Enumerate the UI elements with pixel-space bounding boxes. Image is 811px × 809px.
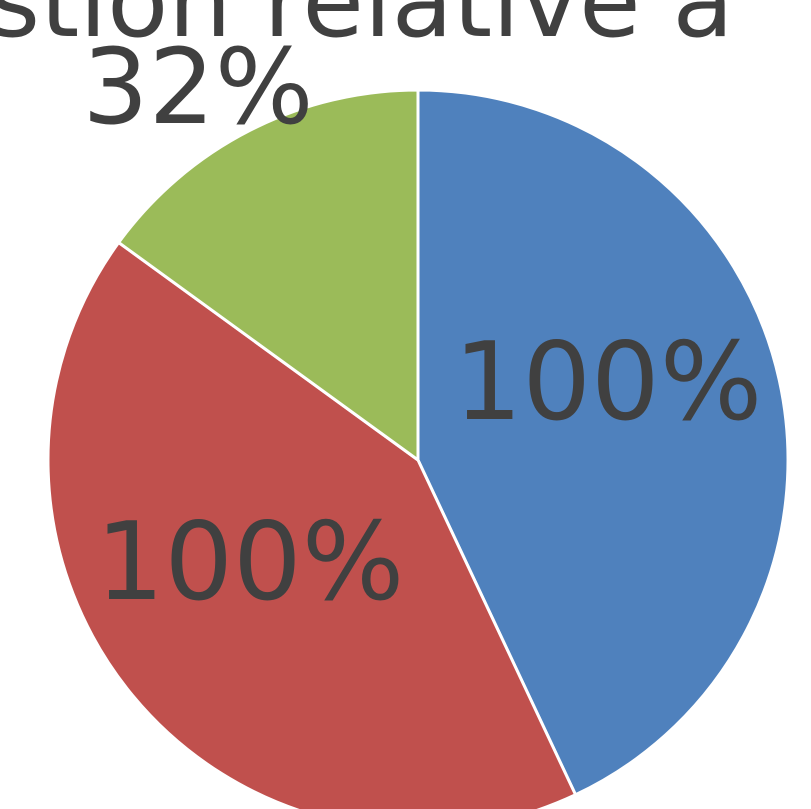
chart-title: stion relative a [0, 0, 734, 60]
pie-slice-red [46, 241, 578, 809]
data-label-blue-slice: 100% [453, 320, 763, 445]
title-crop: stion relative a [0, 0, 811, 82]
data-label-red-slice: 100% [95, 500, 405, 625]
pie-slice-blue [416, 88, 790, 797]
pie-slice-green [117, 88, 420, 462]
data-label-green-slice: 32% [82, 26, 314, 148]
